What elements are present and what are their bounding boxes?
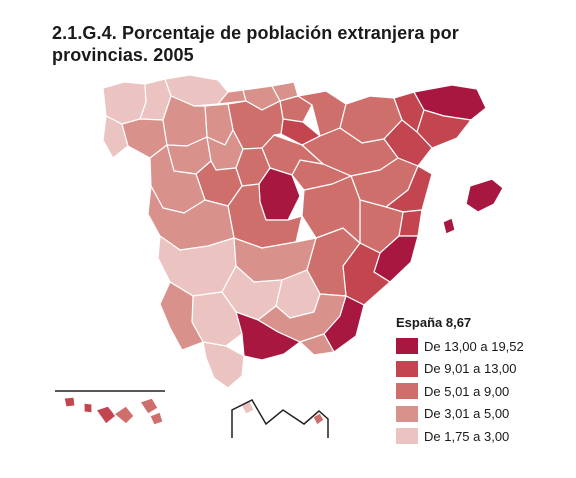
province-malaga: [235, 311, 301, 361]
legend-item-1: De 13,00 a 19,52: [396, 335, 571, 358]
legend-label-5: De 1,75 a 3,00: [424, 428, 510, 444]
province-huelva: [159, 281, 204, 351]
legend-item-2: De 9,01 a 13,00: [396, 358, 571, 381]
legend-label-1: De 13,00 a 19,52: [424, 338, 524, 354]
province-canarias-east: [113, 397, 164, 426]
legend-swatch-1: [396, 338, 418, 355]
legend-item-4: De 3,01 a 5,00: [396, 403, 571, 426]
legend-label-3: De 5,01 a 9,00: [424, 383, 510, 399]
legend-item-5: De 1,75 a 3,00: [396, 425, 571, 448]
legend-swatch-4: [396, 405, 418, 422]
legend-swatch-2: [396, 360, 418, 377]
province-pontevedra: [102, 115, 129, 159]
province-cadiz: [202, 341, 245, 389]
legend: España 8,67 De 13,00 a 19,52 De 9,01 a 1…: [396, 315, 571, 448]
inset-lines: [55, 390, 329, 438]
legend-item-3: De 5,01 a 9,00: [396, 380, 571, 403]
figure-title: 2.1.G.4. Porcentaje de población extranj…: [52, 23, 459, 65]
legend-label-2: De 9,01 a 13,00: [424, 361, 517, 377]
province-baleares: [465, 178, 504, 213]
province-canarias-west: [63, 396, 117, 425]
legend-swatch-3: [396, 383, 418, 400]
legend-swatch-5: [396, 428, 418, 445]
province-ibiza: [442, 217, 456, 235]
legend-label-4: De 3,01 a 5,00: [424, 406, 510, 422]
legend-title: España 8,67: [396, 315, 472, 330]
province-melilla: [312, 412, 325, 426]
ceuta-melilla-inset-frame: [231, 399, 329, 438]
province-almeria-west: [299, 333, 335, 356]
